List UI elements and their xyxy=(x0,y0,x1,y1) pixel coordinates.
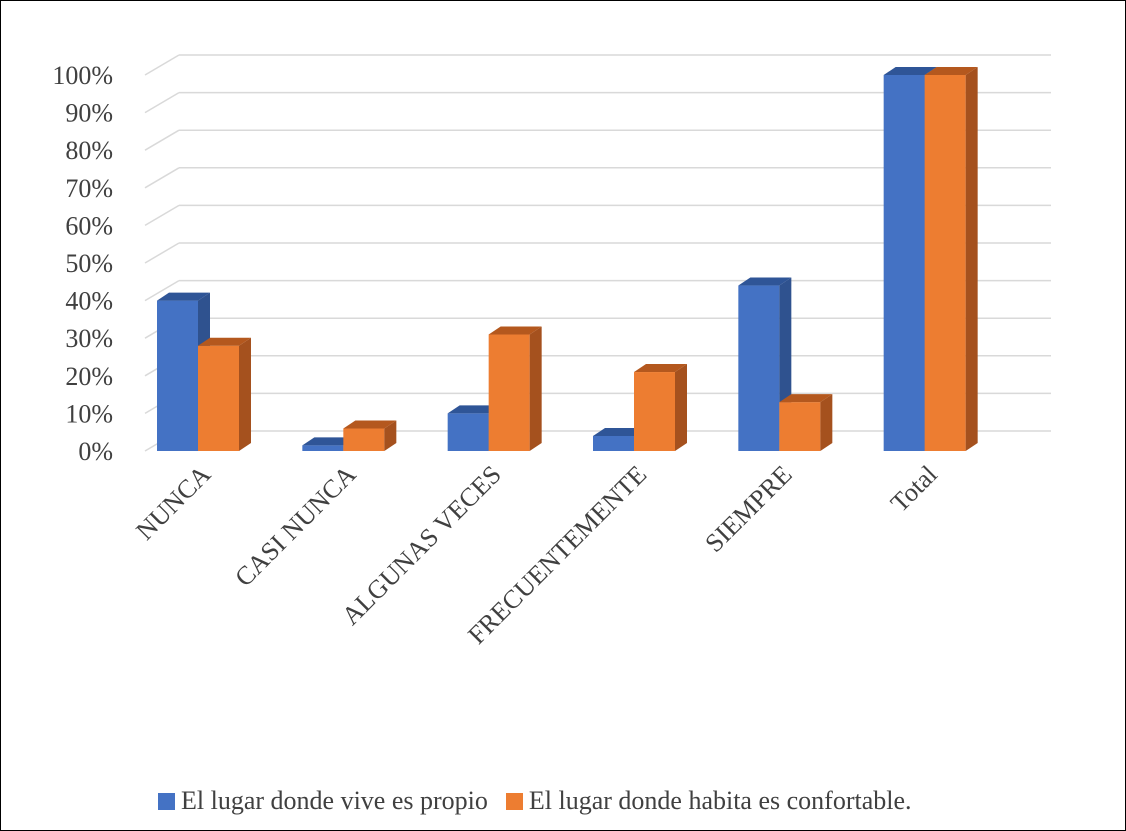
y-tick-label: 0% xyxy=(78,437,113,466)
y-tick-label: 20% xyxy=(65,362,113,391)
bar-front xyxy=(302,445,344,451)
bar-top xyxy=(343,420,397,429)
bar-top xyxy=(738,277,792,286)
bar-top xyxy=(593,427,646,436)
bar-front xyxy=(198,345,239,451)
bar-top xyxy=(924,67,978,75)
y-tick-label: 70% xyxy=(65,174,113,203)
legend-label-series-2: El lugar donde habita es confortable. xyxy=(528,786,912,815)
gridline-depth xyxy=(144,54,180,76)
bar-side xyxy=(675,364,687,451)
bar-front xyxy=(738,285,780,451)
y-tick-label: 80% xyxy=(65,136,113,165)
bar-top xyxy=(302,437,356,446)
bar-top xyxy=(488,326,542,335)
bar-side xyxy=(820,394,833,451)
x-category-label: ALGUNAS VECES xyxy=(336,460,507,631)
y-tick-label: 50% xyxy=(65,249,113,278)
bar-front xyxy=(447,413,489,451)
y-tick-label: 100% xyxy=(52,61,113,90)
bar-top xyxy=(447,405,501,414)
bar-side xyxy=(384,420,397,451)
legend-swatch-series-2 xyxy=(505,792,523,810)
bar-top xyxy=(883,67,937,75)
x-category-label: CASI NUNCA xyxy=(229,460,362,593)
y-tick-label: 60% xyxy=(65,211,113,240)
legend-item-series-1: El lugar donde vive es propio xyxy=(158,786,488,816)
bar-front xyxy=(343,428,385,451)
x-category-label: Total xyxy=(885,460,943,518)
gridline-depth xyxy=(144,129,180,151)
gridline-depth xyxy=(144,242,180,264)
bar-top xyxy=(198,337,251,346)
gridline-depth xyxy=(144,204,180,227)
bar-front xyxy=(883,75,925,451)
y-tick-label: 30% xyxy=(65,324,113,353)
legend-label-series-1: El lugar donde vive es propio xyxy=(181,786,488,815)
bar-top xyxy=(634,364,687,373)
bar-side xyxy=(529,326,542,451)
y-tick-label: 90% xyxy=(65,99,113,128)
chart-legend: El lugar donde vive es propio El lugar d… xyxy=(158,783,912,819)
x-category-label: NUNCA xyxy=(130,460,216,546)
gridline-depth xyxy=(144,91,180,114)
bar-side xyxy=(965,67,978,451)
bar-front xyxy=(634,372,675,451)
gridline-depth xyxy=(144,167,180,189)
y-tick-label: 40% xyxy=(65,287,113,316)
bar-front xyxy=(779,402,821,451)
bar-front xyxy=(157,300,198,451)
bar-front xyxy=(488,334,530,451)
y-tick-label: 10% xyxy=(65,399,113,428)
gridline-depth xyxy=(144,279,180,302)
x-category-label: SIEMPRE xyxy=(699,460,797,558)
bar-front xyxy=(593,435,634,451)
bar-side xyxy=(239,337,251,451)
bar-front xyxy=(924,75,966,451)
bar-top xyxy=(779,394,833,403)
legend-swatch-series-1 xyxy=(158,792,175,810)
legend-item-series-2: El lugar donde habita es confortable. xyxy=(505,786,912,816)
bar-top xyxy=(157,292,210,301)
